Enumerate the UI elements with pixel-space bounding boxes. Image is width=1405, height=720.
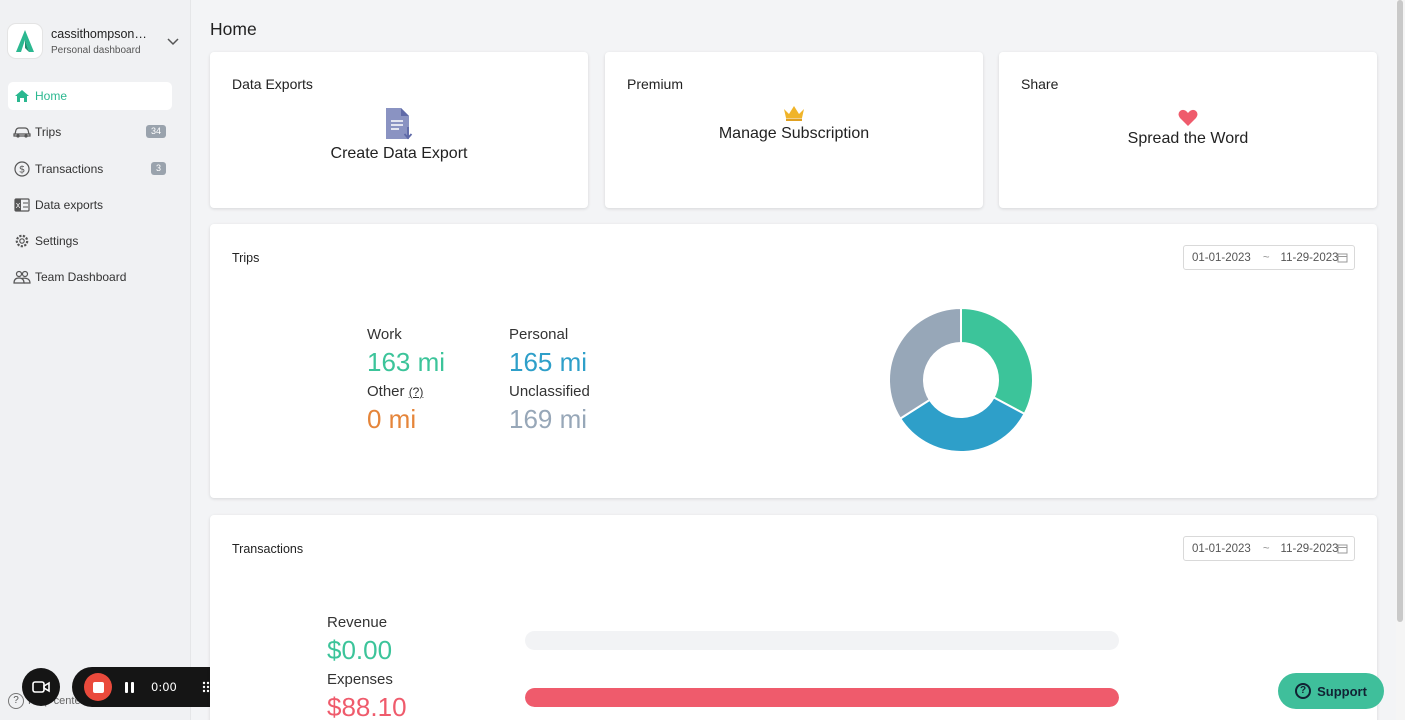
car-icon <box>13 123 31 141</box>
other-help-link[interactable]: (?) <box>408 385 424 399</box>
calendar-icon <box>1337 544 1348 554</box>
other-value: 0 mi <box>367 404 417 434</box>
date-to: 11-29-2023 <box>1280 542 1339 555</box>
scrollbar-thumb[interactable] <box>1397 0 1403 622</box>
date-from: 01-01-2023 <box>1192 542 1251 555</box>
document-download-icon <box>386 108 413 140</box>
personal-label: Personal <box>509 326 569 343</box>
card-title: Data Exports <box>232 76 313 92</box>
transactions-card: Transactions 01-01-2023 ~ 11-29-2023 Rev… <box>210 515 1377 720</box>
support-label: Support <box>1317 683 1367 699</box>
stop-recording-button[interactable] <box>84 673 112 701</box>
calendar-icon <box>1337 253 1348 263</box>
stop-icon <box>92 681 104 693</box>
sidebar-nav: Home Trips 34 $ Transactions 3 X Data ex… <box>8 82 172 300</box>
svg-text:X: X <box>16 202 21 210</box>
crown-icon <box>784 106 804 121</box>
donut-slice-personal[interactable] <box>898 396 1026 453</box>
trips-date-range[interactable]: 01-01-2023 ~ 11-29-2023 <box>1183 245 1355 270</box>
expenses-bar-track <box>525 688 1119 707</box>
spread-the-word-link[interactable]: Spread the Word <box>1127 130 1249 147</box>
share-card[interactable]: Share Spread the Word <box>999 52 1377 208</box>
recording-timer: 0:00 <box>151 680 177 694</box>
revenue-bar-track <box>525 631 1119 650</box>
sidebar-item-label: Settings <box>35 234 79 249</box>
question-icon: ? <box>1295 683 1312 699</box>
video-camera-icon <box>32 681 50 693</box>
card-title: Premium <box>627 76 684 92</box>
other-label: Other <box>367 383 405 400</box>
transactions-date-range[interactable]: 01-01-2023 ~ 11-29-2023 <box>1183 536 1355 561</box>
chevron-down-icon[interactable] <box>166 34 180 48</box>
heart-icon <box>1178 109 1198 126</box>
account-switcher[interactable]: cassithompson0... Personal dashboard <box>8 22 184 60</box>
sidebar-item-transactions[interactable]: $ Transactions 3 <box>8 155 172 183</box>
sidebar-item-team-dashboard[interactable]: Team Dashboard <box>8 263 172 291</box>
work-label: Work <box>367 326 402 343</box>
sidebar-item-data-exports[interactable]: X Data exports <box>8 191 172 219</box>
home-icon <box>13 87 31 105</box>
unclassified-value: 169 mi <box>509 404 588 434</box>
transactions-title: Transactions <box>232 542 304 556</box>
trips-donut-chart <box>888 306 1034 453</box>
sidebar-item-label: Trips <box>35 125 62 140</box>
camera-toggle-button[interactable] <box>22 668 60 706</box>
donut-slice-unclassified[interactable] <box>888 306 962 420</box>
revenue-label: Revenue <box>327 614 388 631</box>
sidebar-item-label: Home <box>35 89 68 103</box>
account-name: cassithompson0... <box>51 26 151 41</box>
sidebar-item-label: Transactions <box>35 161 104 176</box>
expenses-value: $88.10 <box>327 692 407 720</box>
manage-subscription-link[interactable]: Manage Subscription <box>718 125 870 142</box>
other-label-group: Other (?) <box>367 383 423 400</box>
app-logo <box>8 24 42 58</box>
trips-count-badge: 34 <box>145 125 166 139</box>
pause-recording-button[interactable] <box>125 681 134 693</box>
expenses-label: Expenses <box>327 671 393 688</box>
data-exports-card[interactable]: Data Exports Create Data Export <box>210 52 588 208</box>
donut-slice-work[interactable] <box>960 306 1034 416</box>
main-content: Home Data Exports Create Data Export Pre… <box>191 0 1396 720</box>
trips-card: Trips 01-01-2023 ~ 11-29-2023 Work 163 m… <box>210 224 1377 498</box>
account-subtitle: Personal dashboard <box>51 44 141 56</box>
team-icon <box>13 268 31 286</box>
sidebar-item-label: Data exports <box>35 197 104 212</box>
unclassified-label: Unclassified <box>509 383 590 400</box>
sidebar-item-label: Team Dashboard <box>35 270 127 285</box>
page-title: Home <box>210 19 257 39</box>
spreadsheet-icon: X <box>13 196 31 214</box>
card-title: Share <box>1021 76 1059 92</box>
expenses-bar-fill <box>525 688 1119 707</box>
transactions-count-badge: 3 <box>150 161 166 175</box>
dollar-icon: $ <box>13 160 31 178</box>
personal-value: 165 mi <box>509 347 588 377</box>
premium-card[interactable]: Premium Manage Subscription <box>605 52 983 208</box>
support-button[interactable]: ? Support <box>1278 673 1384 709</box>
date-from: 01-01-2023 <box>1192 251 1251 264</box>
trips-title: Trips <box>232 251 260 265</box>
sidebar-item-trips[interactable]: Trips 34 <box>8 118 172 146</box>
date-to: 11-29-2023 <box>1280 251 1339 264</box>
sidebar: cassithompson0... Personal dashboard Hom… <box>0 0 191 720</box>
sidebar-item-home[interactable]: Home <box>8 82 172 110</box>
gear-icon <box>13 232 31 250</box>
revenue-value: $0.00 <box>327 635 393 665</box>
create-data-export-link[interactable]: Create Data Export <box>330 145 468 162</box>
svg-text:$: $ <box>19 164 25 175</box>
sidebar-item-settings[interactable]: Settings <box>8 227 172 255</box>
work-value: 163 mi <box>367 347 446 377</box>
help-icon: ? <box>8 693 24 709</box>
